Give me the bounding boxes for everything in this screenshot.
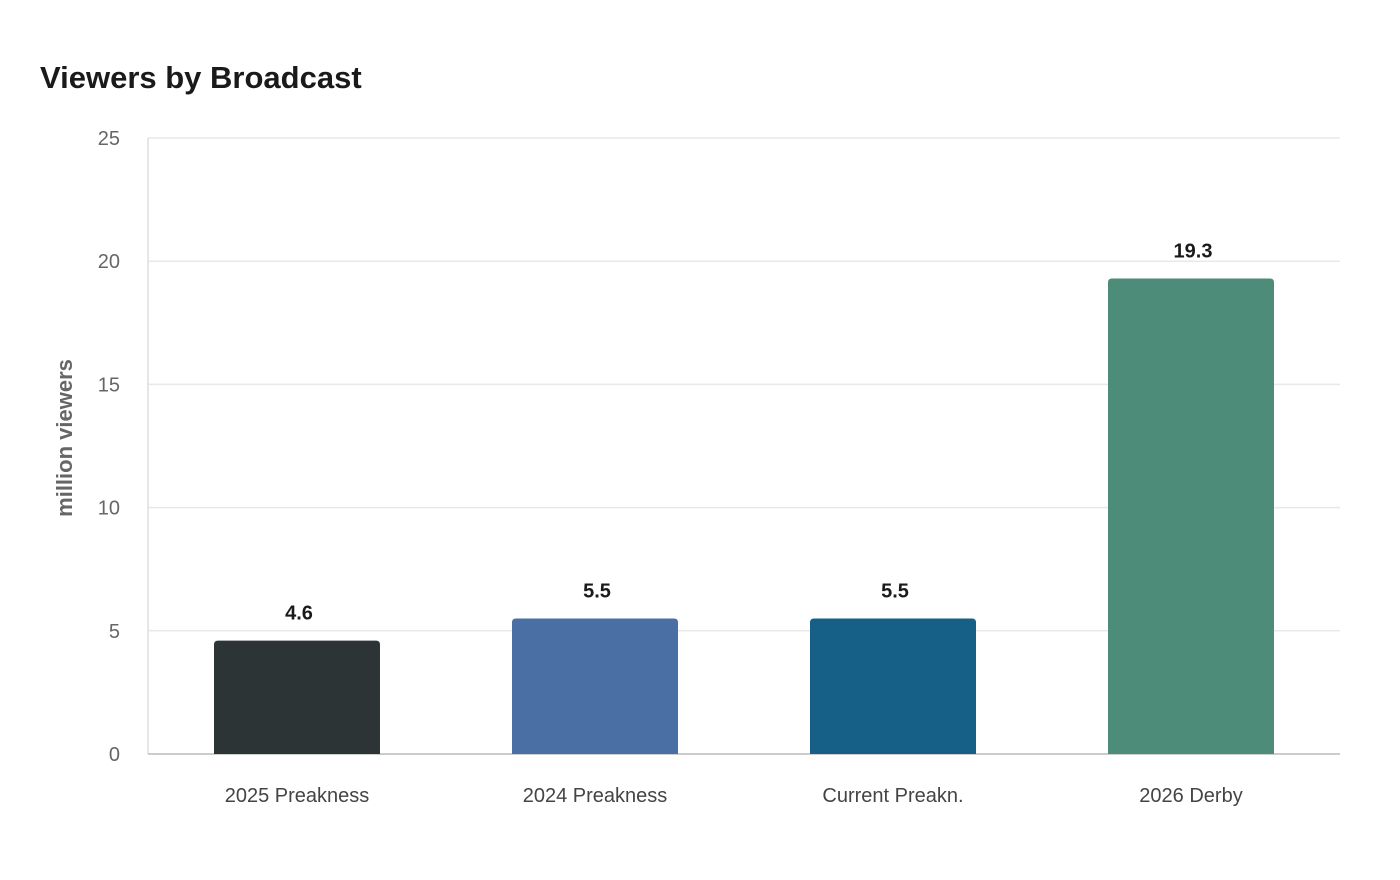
- y-tick-label: 10: [98, 498, 120, 520]
- data-label: 19.3: [1174, 240, 1213, 262]
- x-tick-label: 2025 Preakness: [225, 785, 370, 807]
- bar: [214, 640, 380, 754]
- data-label: 5.5: [881, 580, 909, 602]
- y-tick-label: 0: [109, 744, 120, 766]
- bar: [810, 618, 976, 754]
- x-tick-label: 2024 Preakness: [523, 785, 668, 807]
- x-tick-labels: 2025 Preakness 2024 Preakness Current Prea…: [225, 785, 1243, 807]
- bars: [214, 278, 1274, 754]
- y-axis-title: million viewers: [52, 359, 77, 517]
- x-tick-label: Current Preakn.: [822, 785, 963, 807]
- y-tick-label: 5: [109, 621, 120, 643]
- data-label: 4.6: [285, 603, 313, 625]
- y-tick-label: 20: [98, 251, 120, 273]
- chart-title: Viewers by Broadcast: [40, 60, 362, 95]
- bar: [1108, 278, 1274, 754]
- x-tick-label: 2026 Derby: [1139, 785, 1242, 807]
- y-tick-labels: 0 5 10 15 20 25: [98, 128, 120, 766]
- bar: [512, 618, 678, 754]
- data-label: 5.5: [583, 580, 611, 602]
- y-tick-label: 15: [98, 374, 120, 396]
- data-labels: 4.6 5.5 5.5 19.3: [285, 240, 1212, 624]
- y-tick-label: 25: [98, 128, 120, 150]
